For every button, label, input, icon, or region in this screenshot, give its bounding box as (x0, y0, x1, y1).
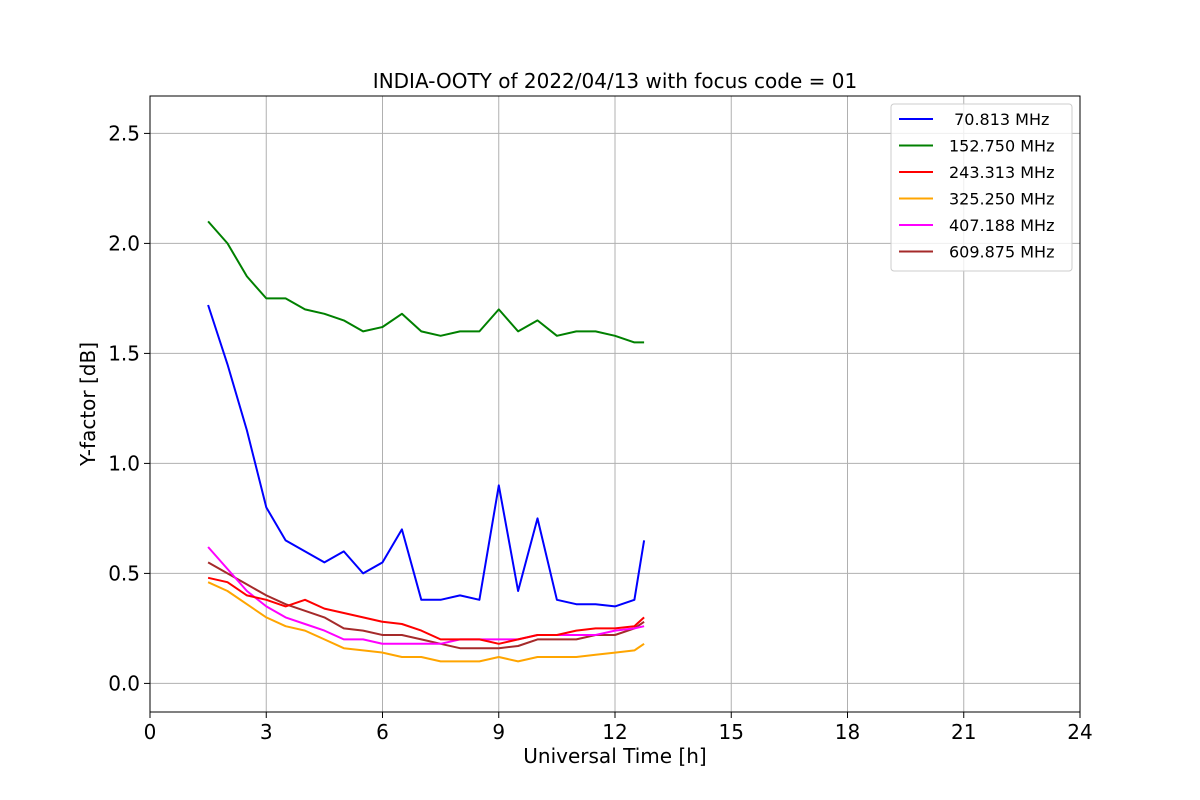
series-line-70-813-mhz (207, 304, 646, 608)
legend: 70.813 MHz 152.750 MHz 243.313 MHz 325.250 … (890, 103, 1073, 272)
series-line-243-313-mhz (207, 576, 645, 645)
y-tick-label: 0.0 (108, 671, 140, 695)
series-line-152-750-mhz (207, 220, 645, 344)
x-tick-label: 24 (1067, 720, 1092, 744)
legend-label: 152.750 MHz (949, 137, 1054, 156)
legend-label: 325.250 MHz (949, 190, 1054, 209)
y-axis-label: Y-factor [dB] (76, 342, 100, 467)
legend-label: 243.313 MHz (949, 163, 1054, 182)
legend-box (890, 103, 1073, 272)
y-tick-label: 1.5 (108, 341, 140, 365)
x-tick-label: 0 (144, 720, 157, 744)
x-tick-label: 3 (260, 720, 273, 744)
y-tick-label: 1.0 (108, 451, 140, 475)
legend-label: 70.813 MHz (949, 110, 1049, 129)
series-line-325-250-mhz (207, 581, 645, 663)
axis-ticks: 0 3 6 9 12 15 18 21 24 0.0 0.5 1.0 1.5 2.0 2.5 (108, 121, 1093, 744)
y-tick-label: 0.5 (108, 561, 140, 585)
x-tick-label: 21 (951, 720, 976, 744)
x-axis-label: Universal Time [h] (523, 744, 706, 768)
plot-series (207, 220, 646, 663)
series-line-407-188-mhz (207, 546, 645, 645)
legend-label: 407.188 MHz (949, 216, 1054, 235)
chart-title: INDIA-OOTY of 2022/04/13 with focus code… (373, 69, 857, 93)
x-tick-label: 6 (376, 720, 389, 744)
series-line-609-875-mhz (207, 561, 645, 650)
x-tick-label: 18 (835, 720, 860, 744)
legend-label: 609.875 MHz (949, 243, 1054, 262)
x-tick-label: 12 (602, 720, 627, 744)
y-tick-label: 2.5 (108, 121, 140, 145)
y-tick-label: 2.0 (108, 231, 140, 255)
x-tick-label: 15 (719, 720, 744, 744)
x-tick-label: 9 (492, 720, 505, 744)
